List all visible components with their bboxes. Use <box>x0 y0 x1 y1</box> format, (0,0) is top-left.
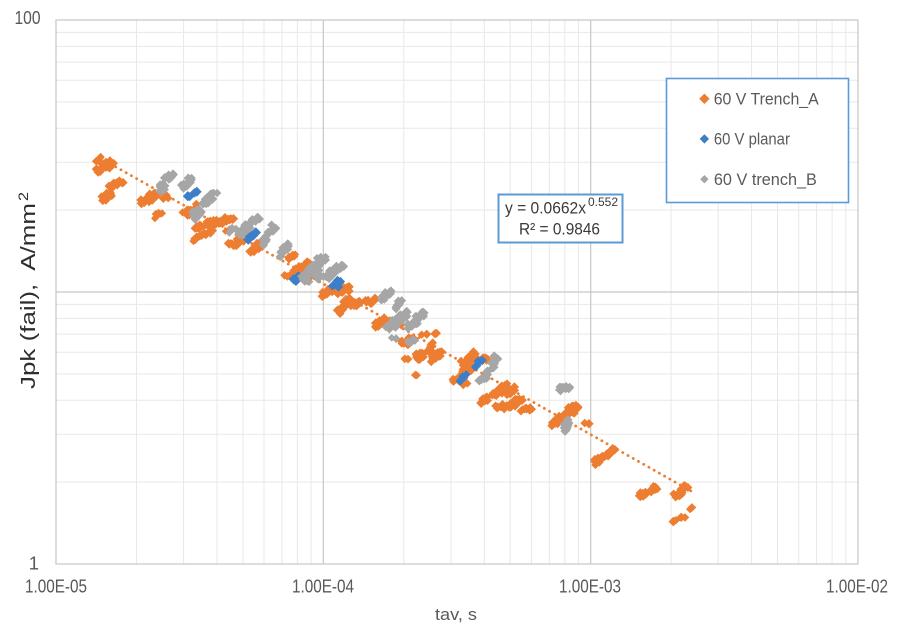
svg-text:60 V Trench_A: 60 V Trench_A <box>714 90 820 109</box>
svg-text:1.00E-05: 1.00E-05 <box>25 576 87 597</box>
svg-text:0.552: 0.552 <box>588 195 618 209</box>
svg-text:1.00E-04: 1.00E-04 <box>292 576 354 597</box>
svg-text:2: 2 <box>15 192 31 201</box>
svg-text:y = 0.0662x: y = 0.0662x <box>505 199 586 218</box>
svg-text:100: 100 <box>15 7 41 28</box>
svg-text:tav, s: tav, s <box>435 605 477 624</box>
svg-text:R² = 0.9846: R² = 0.9846 <box>519 220 600 239</box>
svg-text:60 V trench_B: 60 V trench_B <box>714 170 817 189</box>
svg-text:60 V planar: 60 V planar <box>714 130 790 149</box>
svg-text:1.00E-03: 1.00E-03 <box>559 576 621 597</box>
svg-text:1: 1 <box>29 553 39 574</box>
svg-text:1.00E-02: 1.00E-02 <box>826 576 888 597</box>
svg-text:Jpk (fail), A/mm: Jpk (fail), A/mm <box>18 203 40 389</box>
